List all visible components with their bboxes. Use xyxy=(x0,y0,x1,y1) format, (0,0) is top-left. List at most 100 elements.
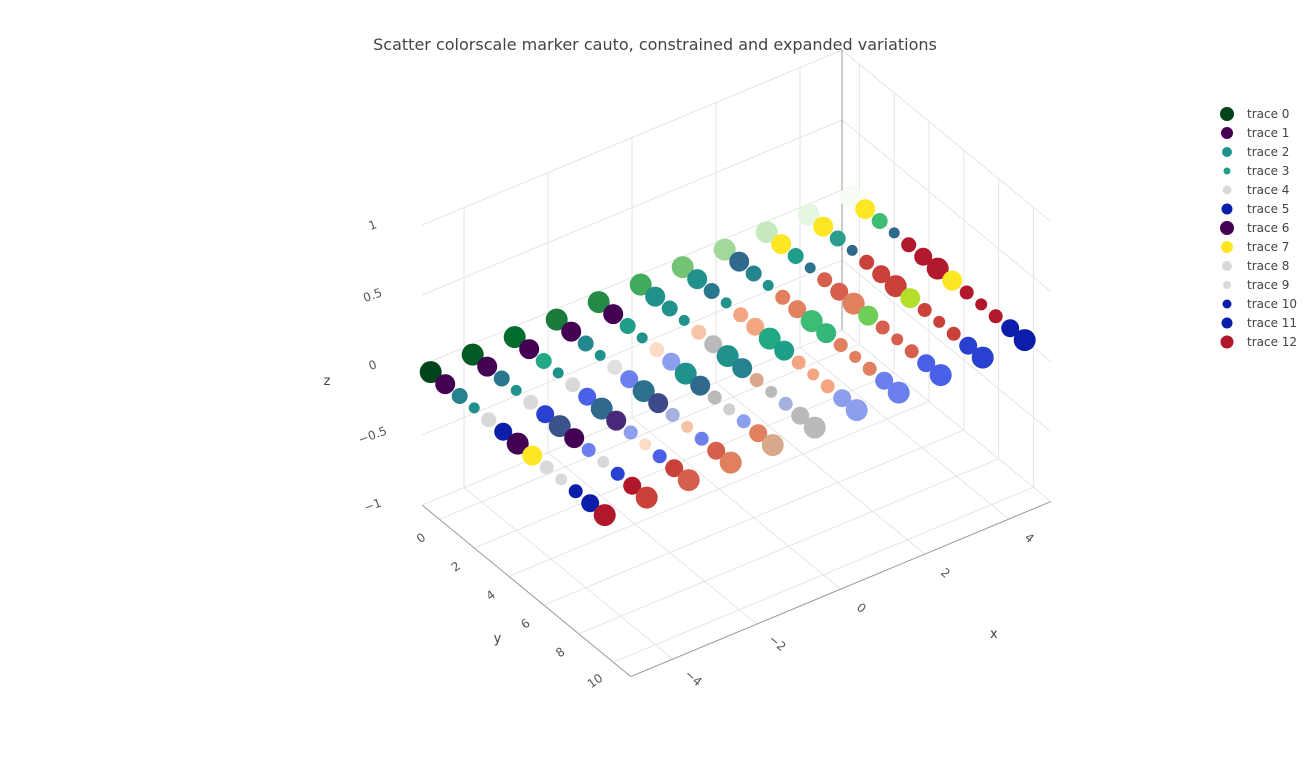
scatter-point xyxy=(494,422,513,441)
y-tick-label: 6 xyxy=(518,616,532,632)
legend-label: trace 11 xyxy=(1247,316,1297,330)
scatter-point xyxy=(597,455,610,468)
scatter-point xyxy=(988,309,1003,324)
scatter-point xyxy=(451,388,468,404)
scatter-point xyxy=(787,248,804,264)
floor-gridline-x xyxy=(463,487,674,660)
scatter-point xyxy=(568,484,583,499)
z-axis-title: z xyxy=(324,374,331,389)
scatter-point xyxy=(523,394,539,410)
scatter-point xyxy=(632,380,655,403)
scatter-point xyxy=(603,304,624,325)
legend-label: trace 9 xyxy=(1247,278,1289,292)
scatter-point xyxy=(565,377,581,393)
scatter-point xyxy=(791,406,810,425)
scatter-point xyxy=(816,323,837,344)
scatter-point xyxy=(765,385,778,398)
legend-label: trace 2 xyxy=(1247,145,1289,159)
scatter-point xyxy=(745,265,762,282)
scatter-point xyxy=(942,270,963,291)
wall-gridline-z xyxy=(841,49,1052,222)
scatter-point xyxy=(707,390,722,405)
scatter-point xyxy=(755,221,778,244)
scatter-point xyxy=(681,420,694,433)
legend-marker xyxy=(1222,147,1232,157)
x-axis-title: x xyxy=(990,627,998,642)
scatter-point xyxy=(820,379,835,394)
scatter-point xyxy=(636,332,648,344)
floor-gridline-y xyxy=(474,372,895,549)
floor-gridline-y xyxy=(613,486,1034,663)
scatter-point xyxy=(762,279,774,291)
floor-gridline-x xyxy=(799,347,1010,520)
scatter-point xyxy=(833,338,848,352)
legend-marker xyxy=(1220,221,1234,235)
scatter-point xyxy=(855,199,876,220)
scatter-point xyxy=(859,254,875,270)
floor-gridline-y xyxy=(543,429,964,606)
scatter-point xyxy=(723,403,736,416)
wall-gridline-z2 xyxy=(421,49,843,226)
wall-gridline-z2 xyxy=(421,189,843,366)
scatter-point xyxy=(887,381,910,404)
scatter-point xyxy=(477,356,498,377)
scatter-point xyxy=(833,389,852,408)
scatter-point xyxy=(661,300,678,317)
scene[interactable]: −4 −2 0 2 4 0 2 4 6 8 10 1 0.5 0 −0.5 −1 x y z xyxy=(324,49,1052,691)
scatter-point xyxy=(522,445,543,466)
scatter-point xyxy=(1001,319,1020,338)
y-tick-label: 2 xyxy=(449,559,463,575)
axis-line xyxy=(421,504,632,677)
scatter-point xyxy=(545,308,568,331)
scatter-point xyxy=(607,359,623,375)
x-tick-label: 2 xyxy=(938,565,953,581)
scatter-point xyxy=(778,396,793,411)
scatter-point xyxy=(858,305,879,326)
scatter-point xyxy=(555,473,568,486)
scatter-point xyxy=(813,216,834,237)
scatter-point xyxy=(623,476,642,495)
scatter-point xyxy=(845,399,868,422)
scatter-point xyxy=(842,292,865,315)
scatter-point xyxy=(648,393,669,414)
scatter-point xyxy=(635,486,658,509)
scatter-point xyxy=(807,368,820,381)
scatter-point xyxy=(901,237,917,253)
scatter-point xyxy=(581,443,596,457)
scatter-point xyxy=(732,358,753,379)
y-tick-label: 0 xyxy=(414,530,428,546)
legend: trace 0 trace 1 trace 2 trace 3 trace 4 trace… xyxy=(1220,107,1297,349)
scatter-point xyxy=(548,415,571,438)
z-tick-label: −1 xyxy=(362,496,383,515)
scatter-point xyxy=(665,408,680,422)
scatter-point xyxy=(933,315,946,328)
wall-gridline-z xyxy=(841,329,1052,502)
scatter-point xyxy=(749,373,764,387)
scatter-point xyxy=(662,352,681,371)
scatter-point xyxy=(797,203,820,226)
scatter-point xyxy=(665,459,684,478)
scatter-point xyxy=(926,257,949,280)
legend-label: trace 7 xyxy=(1247,240,1289,254)
floor-gridline-y xyxy=(508,401,930,577)
legend-marker xyxy=(1222,261,1232,271)
scatter-point xyxy=(687,269,708,290)
scatter-point xyxy=(746,317,765,336)
floor-gridline-x xyxy=(547,452,758,625)
scatter-point xyxy=(561,321,582,342)
y-axis-title: y xyxy=(494,631,502,646)
legend-label: trace 12 xyxy=(1247,335,1297,349)
scatter-point xyxy=(674,362,697,385)
scatter-point xyxy=(875,371,894,390)
scatter-point xyxy=(581,494,600,513)
legend-label: trace 0 xyxy=(1247,107,1289,121)
legend-marker xyxy=(1221,317,1233,329)
scatter-point xyxy=(888,227,900,239)
scatter-point xyxy=(904,344,919,359)
scatter-point xyxy=(461,343,484,366)
scatter-point xyxy=(577,335,594,352)
scatter-point xyxy=(720,297,732,309)
scatter-point xyxy=(959,336,978,355)
scatter-point xyxy=(803,416,826,439)
